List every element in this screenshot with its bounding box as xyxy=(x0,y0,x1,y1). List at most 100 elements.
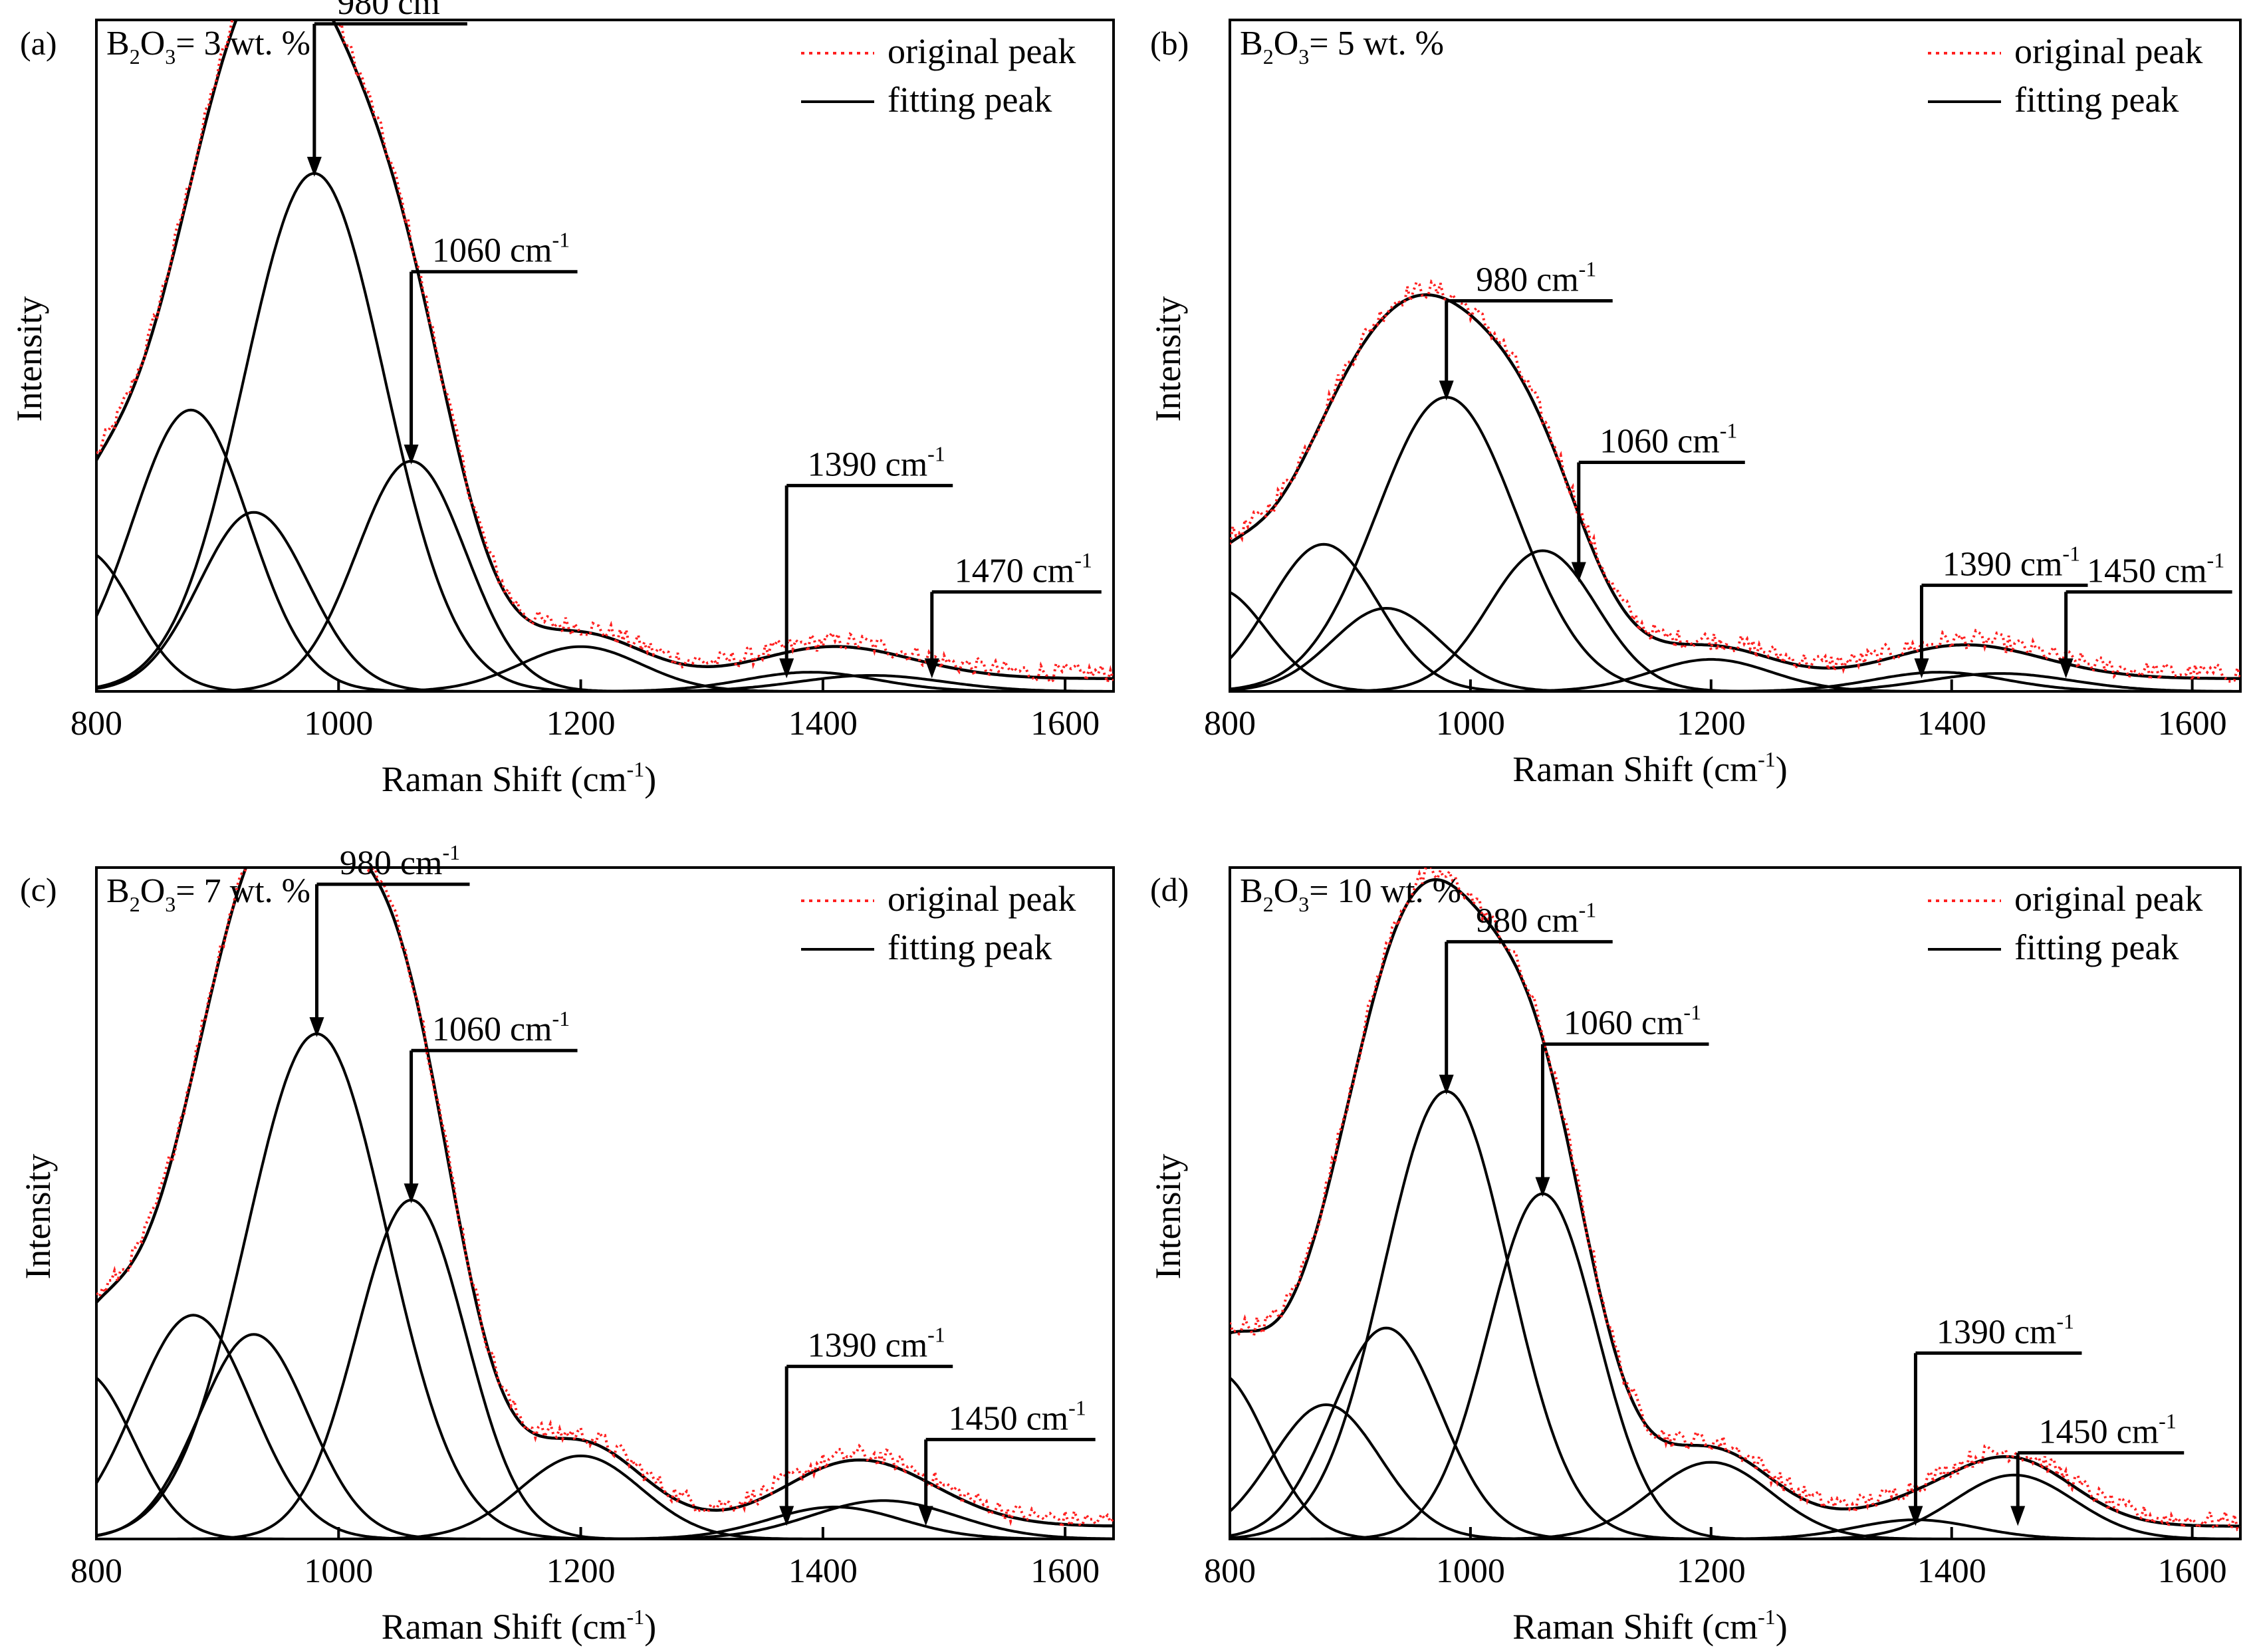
peak-label-main: 980 cm xyxy=(340,844,443,882)
peak-label-main: 1060 cm xyxy=(432,232,552,270)
composition-part: = 5 wt. % xyxy=(1309,25,1444,62)
composition-part: 2 xyxy=(1263,45,1274,68)
composition-label: B2O3= 10 wt. % xyxy=(1240,872,1461,916)
peak-label-main: 1390 cm xyxy=(1937,1313,2057,1351)
x-axis-title-end: ) xyxy=(1776,749,1788,789)
x-axis-title-sup: -1 xyxy=(627,1605,645,1629)
peak-label-main: 980 cm xyxy=(1476,902,1579,940)
legend-fitting-label: fitting peak xyxy=(2014,80,2179,120)
legend-original-label: original peak xyxy=(888,31,1076,71)
x-tick-label: 1200 xyxy=(1677,705,1746,743)
composition-part: 2 xyxy=(130,892,140,916)
peak-label-main: 1060 cm xyxy=(432,1010,552,1048)
composition-label: B2O3= 5 wt. % xyxy=(1240,25,1444,68)
x-tick-label: 1000 xyxy=(304,705,373,743)
peak-label: 980 cm-1 xyxy=(1476,257,1596,299)
original-spectrum xyxy=(1230,279,2240,683)
x-tick-label: 1600 xyxy=(2158,1552,2227,1590)
fitting-component-2 xyxy=(96,511,1114,691)
peak-label-sup: -1 xyxy=(1068,1395,1086,1419)
y-axis-title: Intensity xyxy=(1148,296,1188,422)
x-tick-label: 1200 xyxy=(546,1552,616,1590)
fitting-component-4 xyxy=(96,1199,1114,1539)
peak-label: 980 cm-1 xyxy=(337,0,457,22)
x-tick-label: 1600 xyxy=(1030,705,1100,743)
peak-arrow-head xyxy=(779,1506,794,1526)
peak-label-sup: -1 xyxy=(552,228,570,252)
plot-area xyxy=(1230,279,2240,691)
legend-fitting-label: fitting peak xyxy=(888,80,1052,120)
peak-label-sup: -1 xyxy=(1579,257,1597,281)
x-tick-label: 1000 xyxy=(304,1552,373,1590)
peak-label: 980 cm-1 xyxy=(1476,898,1596,940)
legend-original-label: original peak xyxy=(2014,879,2202,919)
peak-label: 1060 cm-1 xyxy=(432,1006,570,1048)
legend-original-label: original peak xyxy=(888,879,1076,919)
peak-label: 1390 cm-1 xyxy=(808,1322,945,1364)
composition-part: = 3 wt. % xyxy=(176,25,310,62)
x-tick-label: 1200 xyxy=(546,705,616,743)
fitting-component-4 xyxy=(1230,1192,2240,1539)
peak-label-sup: -1 xyxy=(2062,541,2080,565)
peak-label-sup: -1 xyxy=(1720,419,1738,443)
peak-arrow-head xyxy=(1571,562,1586,582)
composition-part: 3 xyxy=(165,45,176,68)
peak-label-sup: -1 xyxy=(2159,1409,2177,1433)
panel-label: (c) xyxy=(20,871,57,908)
peak-arrow-head xyxy=(1908,1506,1923,1526)
fitting-envelope xyxy=(96,20,1114,680)
peak-arrow-head xyxy=(1914,658,1929,679)
fitting-component-1 xyxy=(96,408,1114,691)
fitting-component-5 xyxy=(96,645,1114,691)
peak-label-sup: -1 xyxy=(2207,548,2225,572)
peak-arrow-head xyxy=(404,444,419,465)
x-tick-label: 800 xyxy=(1204,705,1256,743)
peak-label-main: 1390 cm xyxy=(1943,545,2063,583)
peak-label: 980 cm-1 xyxy=(340,840,460,882)
peak-label-main: 1060 cm xyxy=(1564,1004,1684,1042)
original-spectrum xyxy=(96,20,1114,687)
peak-label-main: 1060 cm xyxy=(1600,423,1720,461)
composition-part: 3 xyxy=(1298,892,1309,916)
fitting-envelope xyxy=(1230,293,2240,680)
peak-label: 1060 cm-1 xyxy=(1564,1001,1701,1042)
fitting-component-2 xyxy=(96,1333,1114,1539)
panel-label: (d) xyxy=(1150,871,1189,908)
composition-part: 2 xyxy=(1263,892,1274,916)
fitting-component-2 xyxy=(1230,606,2240,691)
fitting-component-7 xyxy=(96,674,1114,691)
plot-area xyxy=(96,868,1114,1539)
fitting-component-5 xyxy=(1230,657,2240,691)
x-axis-title-main: Raman Shift (cm xyxy=(1512,1607,1758,1647)
composition-part: O xyxy=(140,872,166,910)
plot-area xyxy=(1230,868,2240,1539)
legend-fitting-label: fitting peak xyxy=(2014,927,2179,967)
fitting-component-5 xyxy=(96,1454,1114,1539)
composition-part: B xyxy=(1240,872,1263,910)
peak-label-sup: -1 xyxy=(440,0,458,4)
peak-arrow-head xyxy=(924,658,939,679)
fitting-component-5 xyxy=(1230,1461,2240,1539)
peak-arrow-head xyxy=(779,658,794,679)
peak-arrow-head xyxy=(306,156,322,177)
peak-label-sup: -1 xyxy=(1579,898,1597,922)
x-axis-title-end: ) xyxy=(644,759,656,799)
fitting-component-3 xyxy=(1230,1090,2240,1539)
peak-label-main: 980 cm xyxy=(1476,261,1579,299)
fitting-component-3 xyxy=(96,172,1114,691)
peak-label-main: 1450 cm xyxy=(2087,552,2207,590)
composition-part: O xyxy=(1274,872,1299,910)
composition-part: 3 xyxy=(1298,45,1309,68)
peak-label-sup: -1 xyxy=(442,840,460,864)
peak-label: 1450 cm-1 xyxy=(2087,548,2224,590)
x-tick-label: 1400 xyxy=(1917,1552,1986,1590)
plot-area xyxy=(96,20,1114,691)
composition-label: B2O3= 3 wt. % xyxy=(106,25,310,68)
x-axis-title-end: ) xyxy=(1776,1607,1788,1647)
composition-label: B2O3= 7 wt. % xyxy=(106,872,310,916)
x-axis-title-sup: -1 xyxy=(1758,1605,1776,1629)
